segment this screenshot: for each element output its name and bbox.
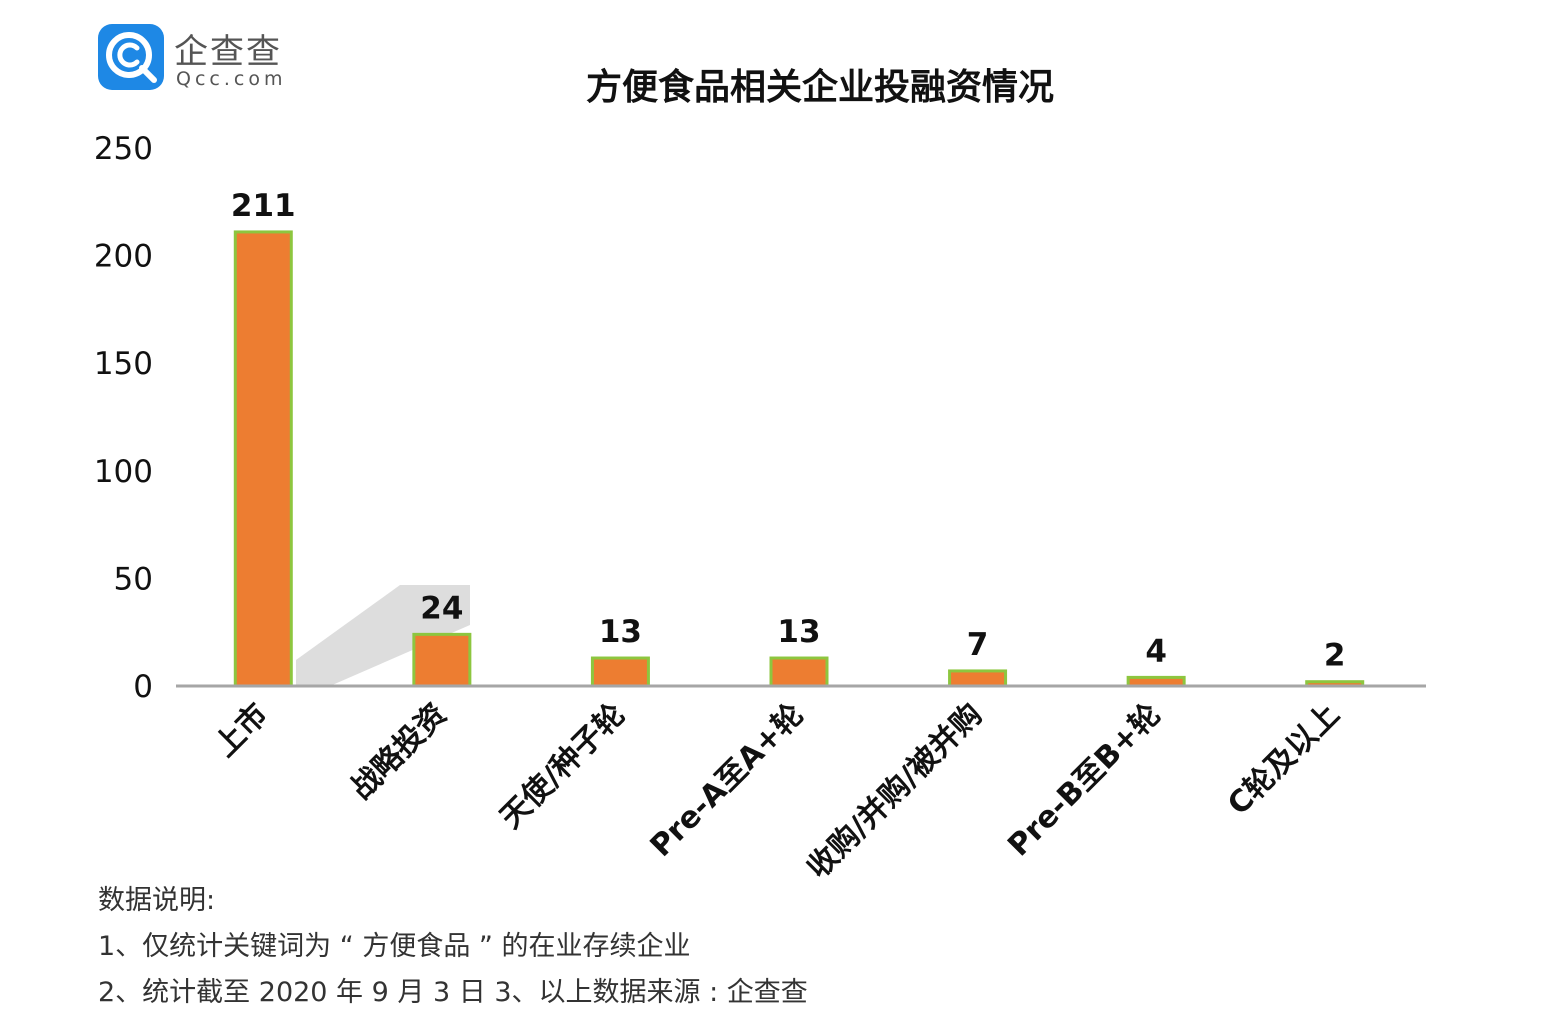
data-label: 211 — [231, 188, 296, 224]
data-notes: 数据说明: 1、仅统计关键词为 “ 方便食品 ” 的在业存续企业 2、统计截至 … — [98, 878, 808, 1016]
qcc-logo: 企查查 Qcc.com — [98, 24, 298, 94]
x-tick-label: C轮及以上 — [1221, 697, 1346, 822]
decorative-shadow — [296, 585, 470, 686]
x-tick-label: 上市 — [208, 697, 275, 764]
notes-line-2: 2、统计截至 2020 年 9 月 3 日 3、以上数据来源 : 企查查 — [98, 977, 808, 1008]
notes-line-1: 1、仅统计关键词为 “ 方便食品 ” 的在业存续企业 — [98, 931, 691, 962]
bar — [948, 669, 1008, 688]
data-label: 2 — [1324, 638, 1346, 674]
x-tick-label: Pre-A至A+轮 — [644, 697, 811, 864]
qcc-logo-icon — [98, 24, 164, 90]
bar — [590, 656, 650, 688]
notes-heading: 数据说明: — [98, 885, 216, 916]
x-tick-label: 天使/种子轮 — [494, 697, 633, 836]
chart-title: 方便食品相关企业投融资情况 — [585, 67, 1054, 108]
y-tick-label: 150 — [94, 346, 153, 382]
x-tick-label: 战略投资 — [344, 697, 454, 807]
y-tick-label: 250 — [94, 131, 153, 167]
x-tick-label: Pre-B至B+轮 — [1001, 697, 1167, 863]
y-tick-label: 100 — [94, 454, 153, 490]
data-label: 7 — [967, 627, 989, 663]
bar — [412, 632, 472, 688]
data-label: 24 — [420, 590, 463, 626]
data-label: 13 — [599, 614, 642, 650]
bar — [769, 656, 829, 688]
x-tick-label: 收购/并购/被并购 — [800, 697, 989, 886]
y-tick-label: 0 — [133, 669, 153, 705]
y-tick-label: 50 — [114, 561, 153, 597]
logo-name: 企查查 — [174, 32, 282, 72]
logo-domain: Qcc.com — [176, 68, 287, 90]
data-label: 4 — [1145, 633, 1167, 669]
data-label: 13 — [777, 614, 820, 650]
y-tick-label: 200 — [94, 239, 153, 275]
bar — [233, 230, 293, 688]
